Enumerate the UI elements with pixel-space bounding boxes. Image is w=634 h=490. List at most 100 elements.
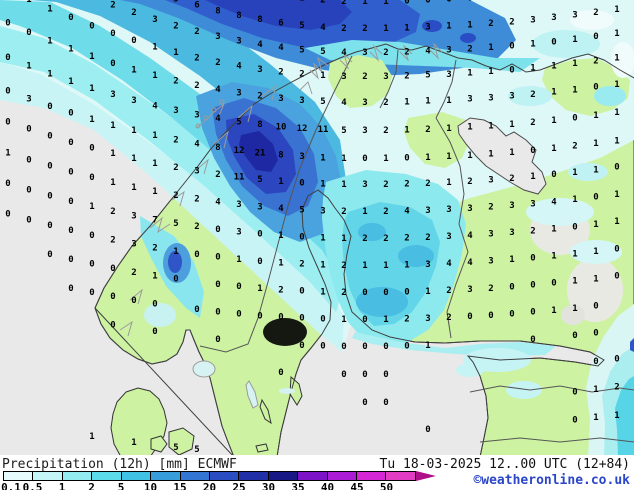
precip-value: 1 xyxy=(446,178,451,188)
precip-value: 1 xyxy=(152,131,157,141)
precip-value: 3 xyxy=(236,89,241,99)
precip-value: 3 xyxy=(509,201,514,211)
precip-value: 5 xyxy=(299,205,304,215)
precip-value: 3 xyxy=(488,176,493,186)
precip-edge-2 xyxy=(615,376,634,457)
precip-value: 0 xyxy=(5,87,10,97)
scale-label: 20 xyxy=(202,481,217,490)
precip-value: 1 xyxy=(572,35,577,45)
precip-value: 4 xyxy=(467,258,473,268)
scale-segment xyxy=(151,472,181,480)
precip-value: 3 xyxy=(131,96,136,106)
precip-value: 1 xyxy=(383,315,388,325)
precip-value: 3 xyxy=(173,106,178,116)
precip-value: 1 xyxy=(320,233,325,243)
precip-value: 2 xyxy=(362,234,367,244)
precip-value: 0 xyxy=(215,335,220,345)
precip-value: 1 xyxy=(152,159,157,169)
copyright-link[interactable]: ©weatheronline.co.uk xyxy=(473,473,630,488)
precip-value: 3 xyxy=(425,260,430,270)
precip-value: 12 xyxy=(297,124,308,134)
precip-value: 0 xyxy=(299,287,304,297)
precip-value: 0 xyxy=(593,193,598,203)
precip-value: 2 xyxy=(593,8,598,18)
precip-value: 1 xyxy=(614,5,619,15)
precip-value: 1 xyxy=(572,85,577,95)
precip-value: 0 xyxy=(572,114,577,124)
precip-value: 0 xyxy=(257,311,262,321)
border-norway-russia xyxy=(435,59,457,119)
precip-value: 3 xyxy=(362,98,367,108)
scale-labels: 0.1 0.5 1 2 5 10 15 20 25 30 35 40 45 50 xyxy=(0,481,440,490)
precip-value: 2 xyxy=(383,98,388,108)
precip-value: 0 xyxy=(89,144,94,154)
precip-value: 2 xyxy=(530,90,535,100)
scale-segment xyxy=(298,472,328,480)
precip-value: 0 xyxy=(131,296,136,306)
lake-vattern xyxy=(245,380,259,409)
precip-value: 1 xyxy=(509,148,514,158)
precip-value: 3 xyxy=(236,228,241,238)
precip-value: 5 xyxy=(341,126,346,136)
precip-value: 0 xyxy=(68,138,73,148)
precip-value: 0 xyxy=(26,125,31,135)
precip-value: 0 xyxy=(614,244,619,254)
precip-value: 1 xyxy=(425,341,430,351)
precip-value: 2 xyxy=(404,314,409,324)
precip-value: 1 xyxy=(446,22,451,32)
precip-value: 1 xyxy=(404,260,409,270)
scale-label: 35 xyxy=(291,481,305,490)
precip-value: 1 xyxy=(551,144,556,154)
precip-value: 1 xyxy=(110,121,115,131)
precip-value: 0 xyxy=(5,19,10,29)
forecast-datetime: Tu 18-03-2025 12..00 UTC (12+84) xyxy=(379,457,630,472)
precip-value: 1 xyxy=(320,153,325,163)
precip-value: 2 xyxy=(173,191,178,201)
precip-value: 4 xyxy=(278,204,284,214)
precip-value: 1 xyxy=(26,0,31,5)
precip-value: 3 xyxy=(572,11,577,21)
precip-value: 0 xyxy=(89,21,94,31)
precip-value: 3 xyxy=(509,228,514,238)
precip-value: 1 xyxy=(614,190,619,200)
precip-value: 0 xyxy=(194,250,199,260)
precip-value: 0 xyxy=(530,335,535,345)
precip-value: 1 xyxy=(614,80,619,90)
precip-value: 2 xyxy=(194,194,199,204)
border-finland-russia xyxy=(435,117,469,339)
precip-value: 0 xyxy=(236,310,241,320)
scale-segment xyxy=(327,472,358,480)
precip-value: 0 xyxy=(47,131,52,141)
precip-edge-dark xyxy=(630,338,634,352)
lake-malaren xyxy=(279,388,295,394)
precip-value: 0 xyxy=(593,301,598,311)
precip-value: 7 xyxy=(152,215,157,225)
precip-value: 0 xyxy=(131,36,136,46)
precip-value: 0 xyxy=(572,331,577,341)
precip-value: 2 xyxy=(110,207,115,217)
precip-value: 1 xyxy=(551,116,556,126)
precip-value: 0 xyxy=(572,415,577,425)
precip-value: 1 xyxy=(572,249,577,259)
precip-value: 8 xyxy=(236,11,241,21)
precip-value: 0 xyxy=(446,0,451,5)
precip-value: 2 xyxy=(341,0,346,7)
precip-value: 0 xyxy=(530,254,535,264)
precip-value: 1 xyxy=(110,149,115,159)
precip-finland-spot xyxy=(356,287,408,317)
precip-value: 0 xyxy=(593,357,598,367)
precip-value: 0 xyxy=(278,368,283,378)
precip-value: 1 xyxy=(488,43,493,53)
precip-value: 1 xyxy=(383,154,388,164)
scale-label: 2 xyxy=(88,481,95,490)
precip-value: 0 xyxy=(5,209,10,219)
precip-value: 1 xyxy=(278,177,283,187)
precip-value: 0 xyxy=(110,264,115,274)
precip-value: 3 xyxy=(131,240,136,250)
precip-value: 0 xyxy=(593,83,598,93)
precip-value: 0 xyxy=(215,307,220,317)
scale-label: 10 xyxy=(143,481,158,490)
precip-value: 2 xyxy=(446,313,451,323)
precip-value: 0 xyxy=(362,370,367,380)
precip-value: 1 xyxy=(572,59,577,69)
